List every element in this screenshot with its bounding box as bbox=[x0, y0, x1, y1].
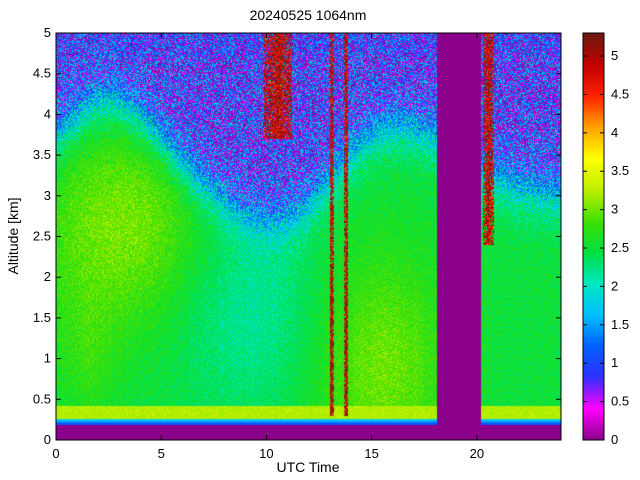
colorbar-tick-label: 1 bbox=[611, 355, 618, 370]
x-tick-label: 0 bbox=[52, 446, 59, 461]
backscatter-heatmap bbox=[56, 33, 561, 440]
colorbar-tick-label: 4 bbox=[611, 125, 618, 140]
colorbar-tick-label: 3.5 bbox=[611, 163, 629, 178]
colorbar-tick-label: 5 bbox=[611, 48, 618, 63]
y-axis: 0 0.5 1 1.5 2 2.5 3 3.5 4 4.5 5 bbox=[33, 25, 561, 447]
plot-area bbox=[56, 33, 561, 440]
y-tick-label: 5 bbox=[44, 25, 51, 40]
y-tick-label: 0 bbox=[44, 432, 51, 447]
colorbar-tick-label: 0.5 bbox=[611, 394, 629, 409]
colorbar-tick-label: 2.5 bbox=[611, 240, 629, 255]
colorbar-ticks: 0 0.5 1 1.5 2 2.5 3 3.5 4 4.5 5 bbox=[583, 48, 629, 447]
y-tick-label: 3.5 bbox=[33, 147, 51, 162]
colorbar-tick-label: 1.5 bbox=[611, 317, 629, 332]
chart-title: 20240525 1064nm bbox=[250, 7, 367, 23]
x-tick-label: 10 bbox=[259, 446, 273, 461]
x-axis-title: UTC Time bbox=[277, 459, 340, 475]
y-axis-title: Altitude [km] bbox=[5, 197, 21, 274]
x-axis: 0 5 10 15 20 bbox=[52, 33, 484, 461]
y-tick-label: 3 bbox=[44, 188, 51, 203]
x-tick-label: 20 bbox=[470, 446, 484, 461]
colorbar bbox=[582, 32, 605, 441]
y-tick-label: 1.5 bbox=[33, 310, 51, 325]
colorbar-tick-label: 2 bbox=[611, 278, 618, 293]
y-tick-label: 1 bbox=[44, 351, 51, 366]
y-tick-label: 0.5 bbox=[33, 391, 51, 406]
y-tick-label: 2.5 bbox=[33, 229, 51, 244]
colorbar-tick-label: 0 bbox=[611, 432, 618, 447]
colorbar-tick-label: 3 bbox=[611, 202, 618, 217]
colorbar-tick-label: 4.5 bbox=[611, 86, 629, 101]
x-tick-label: 5 bbox=[158, 446, 165, 461]
y-tick-label: 2 bbox=[44, 269, 51, 284]
y-tick-label: 4.5 bbox=[33, 66, 51, 81]
y-tick-label: 4 bbox=[44, 106, 51, 121]
x-tick-label: 15 bbox=[364, 446, 378, 461]
